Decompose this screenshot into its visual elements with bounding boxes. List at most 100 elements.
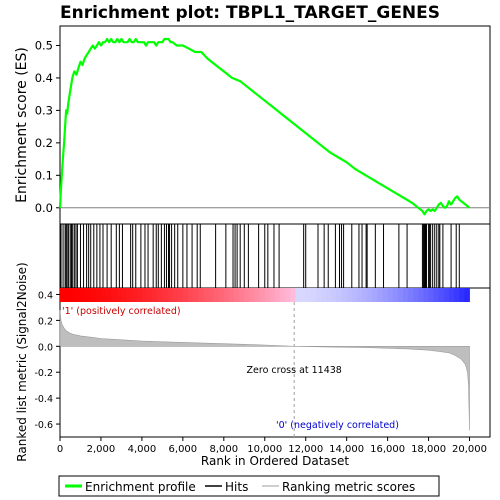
rank-bar-segment	[106, 288, 112, 302]
rank-bar-segment	[75, 288, 81, 302]
metric-y-tick-label: 0.0	[38, 342, 53, 353]
rank-bar-segment	[141, 288, 148, 302]
rank-bar-segment	[198, 288, 204, 302]
x-tick-label: 14,000	[329, 444, 364, 455]
x-tick-label: 18,000	[411, 444, 446, 455]
metric-y-axis-label: Ranked list metric (Signal2Noise)	[15, 262, 29, 461]
x-tick-label: 20,000	[452, 444, 487, 455]
hit-marks	[60, 224, 460, 288]
rank-bar-segment	[249, 288, 255, 302]
metric-y-ticks: -0.6 -0.4 -0.2 0.0 0.2 0.4	[34, 290, 60, 431]
rank-bar-segment	[213, 288, 220, 302]
es-y-tick-label: 0.5	[35, 38, 53, 52]
rank-bar-segment	[362, 288, 368, 302]
legend-label-hits: Hits	[225, 480, 248, 494]
x-tick-label: 8,000	[209, 444, 238, 455]
enrichment-profile-line	[58, 37, 471, 216]
enrichment-profile-series	[58, 37, 471, 216]
rank-bar-segment	[295, 288, 301, 302]
rank-bar-segment	[60, 288, 66, 302]
es-y-ticks: 0.0 0.1 0.2 0.3 0.4 0.5	[35, 38, 60, 215]
legend: Enrichment profile Hits Ranking metric s…	[58, 475, 440, 497]
es-y-axis-label: Enrichment score (ES)	[14, 47, 30, 203]
rank-bar-segment	[157, 288, 163, 302]
rank-bar-segment	[131, 288, 138, 302]
pos-correlated-label: '1' (positively correlated)	[62, 306, 181, 317]
es-y-tick-label: 0.0	[35, 201, 53, 215]
rank-bar-segment	[228, 288, 235, 302]
metric-y-tick-label: -0.6	[34, 420, 53, 431]
rank-bar-segment	[167, 288, 174, 302]
rank-bar-segment	[387, 288, 394, 302]
rank-bar-segment	[85, 288, 92, 302]
legend-label-profile: Enrichment profile	[85, 480, 196, 494]
es-y-tick-label: 0.1	[35, 168, 53, 182]
rank-bar-segment	[346, 288, 353, 302]
legend-frame	[58, 475, 440, 497]
rank-bar-segment	[397, 288, 404, 302]
metric-y-tick-label: -0.4	[34, 394, 53, 405]
rank-bar-segment	[438, 288, 445, 302]
rank-bar-segment	[264, 288, 271, 302]
rank-bar-segment	[285, 288, 291, 302]
rank-bar-segment	[234, 288, 240, 302]
rank-bar-segment	[111, 288, 117, 302]
rank-bar-segment	[300, 288, 307, 302]
rank-bar-segment	[182, 288, 189, 302]
zero-cross-label: Zero cross at 11438	[247, 365, 342, 376]
rank-bar-segment	[423, 288, 429, 302]
rank-bar-segment	[336, 288, 342, 302]
rank-bar-segment	[413, 288, 419, 302]
rank-bar-segment	[239, 288, 245, 302]
rank-bar-segment	[408, 288, 414, 302]
es-y-tick-label: 0.4	[35, 71, 53, 85]
rank-bar-segment	[172, 288, 179, 302]
metric-y-tick-label: 0.4	[38, 290, 53, 301]
rank-bar-segment	[147, 288, 153, 302]
rank-bar-segment	[418, 288, 424, 302]
rank-bar-segment	[162, 288, 168, 302]
legend-label-metric: Ranking metric scores	[282, 480, 415, 494]
rank-bar-segment	[269, 288, 276, 302]
rank-bar-segment	[280, 288, 286, 302]
rank-bar-segment	[203, 288, 209, 302]
rank-bar-segment	[443, 288, 450, 302]
rank-bar-segment	[218, 288, 225, 302]
x-axis-label: Rank in Ordered Dataset	[201, 454, 349, 468]
rank-bar-segment	[459, 288, 465, 302]
chart-title: Enrichment plot: TBPL1_TARGET_GENES	[60, 3, 440, 23]
rank-bar-segment	[259, 288, 266, 302]
rank-bar-segment	[126, 288, 133, 302]
x-tick-label: 6,000	[169, 444, 198, 455]
rank-bar-segment	[223, 288, 230, 302]
rank-bar-segment	[454, 288, 460, 302]
rank-bar-segment	[177, 288, 184, 302]
rank-bar-segment	[275, 288, 281, 302]
rank-bar-segment	[377, 288, 383, 302]
ranking-metric-area	[59, 309, 470, 431]
rank-bar-segment	[305, 288, 312, 302]
rank-bar-segment	[80, 288, 86, 302]
metric-y-tick-label: 0.2	[38, 316, 53, 327]
rank-bar-segment	[310, 288, 317, 302]
rank-color-bar	[60, 288, 470, 302]
x-tick-label: 0	[57, 444, 63, 455]
x-ticks: 0 2,000 4,000 6,000 8,000 10,000 12,000 14,000 1…	[57, 437, 487, 455]
rank-bar-segment	[341, 288, 348, 302]
rank-bar-segment	[187, 288, 194, 302]
rank-bar-segment	[428, 288, 435, 302]
rank-bar-segment	[121, 288, 127, 302]
rank-bar-segment	[367, 288, 373, 302]
rank-bar-segment	[331, 288, 337, 302]
rank-bar-segment	[372, 288, 378, 302]
rank-bar-segment	[433, 288, 440, 302]
x-tick-label: 4,000	[128, 444, 157, 455]
rank-bar-segment	[382, 288, 389, 302]
rank-bar-segment	[254, 288, 261, 302]
rank-bar-segment	[321, 288, 327, 302]
rank-bar-segment	[351, 288, 358, 302]
es-y-tick-label: 0.3	[35, 103, 53, 117]
x-tick-label: 16,000	[370, 444, 405, 455]
rank-bar-segment	[116, 288, 122, 302]
